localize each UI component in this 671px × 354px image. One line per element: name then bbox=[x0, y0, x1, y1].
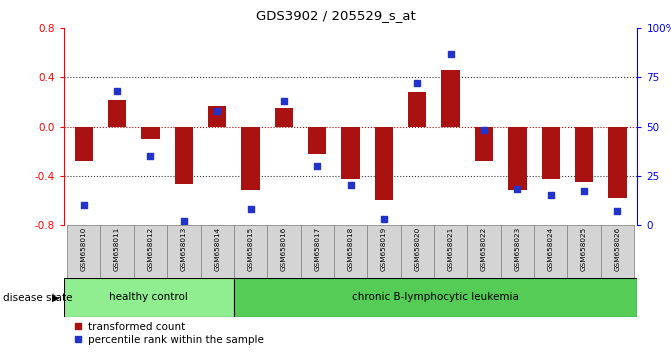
Bar bbox=[174, 126, 193, 184]
Text: GSM658026: GSM658026 bbox=[615, 227, 621, 271]
Point bbox=[278, 98, 289, 104]
Bar bbox=[234, 278, 637, 317]
Bar bbox=[575, 126, 593, 182]
Bar bbox=[367, 225, 401, 278]
Bar bbox=[609, 126, 627, 198]
Bar bbox=[467, 225, 501, 278]
Bar bbox=[208, 106, 226, 126]
Text: GSM658021: GSM658021 bbox=[448, 227, 454, 271]
Point bbox=[312, 163, 323, 169]
Bar bbox=[74, 126, 93, 161]
Point bbox=[612, 208, 623, 214]
Text: disease state: disease state bbox=[3, 293, 73, 303]
Bar bbox=[234, 225, 267, 278]
Point bbox=[112, 88, 123, 94]
Legend: transformed count, percentile rank within the sample: transformed count, percentile rank withi… bbox=[69, 317, 268, 349]
Text: GSM658012: GSM658012 bbox=[148, 227, 154, 271]
Point bbox=[79, 202, 89, 208]
Text: GSM658023: GSM658023 bbox=[515, 227, 521, 271]
Bar bbox=[401, 225, 434, 278]
Bar bbox=[508, 126, 527, 190]
Text: GSM658025: GSM658025 bbox=[581, 227, 587, 271]
Text: healthy control: healthy control bbox=[109, 292, 189, 302]
Text: GSM658018: GSM658018 bbox=[348, 227, 354, 271]
Bar bbox=[408, 92, 427, 126]
Point bbox=[245, 206, 256, 212]
Bar bbox=[301, 225, 334, 278]
Text: GSM658010: GSM658010 bbox=[81, 227, 87, 271]
Bar bbox=[242, 126, 260, 190]
Bar bbox=[267, 225, 301, 278]
Bar bbox=[375, 126, 393, 200]
Bar bbox=[601, 225, 634, 278]
Text: GSM658013: GSM658013 bbox=[180, 227, 187, 271]
Text: GSM658022: GSM658022 bbox=[481, 227, 487, 271]
Point bbox=[446, 51, 456, 57]
Bar bbox=[142, 126, 160, 139]
Bar bbox=[434, 225, 467, 278]
Text: GSM658016: GSM658016 bbox=[281, 227, 287, 271]
Text: GSM658011: GSM658011 bbox=[114, 227, 120, 271]
Text: GSM658017: GSM658017 bbox=[314, 227, 320, 271]
Bar bbox=[274, 108, 293, 126]
Point bbox=[378, 216, 389, 222]
Bar bbox=[541, 126, 560, 179]
Point bbox=[412, 80, 423, 86]
Bar bbox=[342, 126, 360, 179]
Bar bbox=[101, 225, 134, 278]
Text: GDS3902 / 205529_s_at: GDS3902 / 205529_s_at bbox=[256, 9, 415, 22]
Point bbox=[345, 183, 356, 188]
Point bbox=[546, 193, 556, 198]
Text: GSM658019: GSM658019 bbox=[381, 227, 387, 271]
Text: GSM658024: GSM658024 bbox=[548, 227, 554, 271]
Bar bbox=[64, 278, 234, 317]
Text: GSM658020: GSM658020 bbox=[414, 227, 420, 271]
Point bbox=[578, 189, 589, 194]
Bar bbox=[534, 225, 568, 278]
Bar bbox=[134, 225, 167, 278]
Point bbox=[212, 108, 223, 114]
Text: ▶: ▶ bbox=[52, 293, 59, 303]
Bar bbox=[108, 99, 126, 126]
Text: GSM658014: GSM658014 bbox=[214, 227, 220, 271]
Point bbox=[178, 218, 189, 224]
Bar bbox=[501, 225, 534, 278]
Point bbox=[512, 187, 523, 192]
Bar bbox=[442, 70, 460, 126]
Bar bbox=[475, 126, 493, 161]
Bar bbox=[201, 225, 234, 278]
Point bbox=[145, 153, 156, 159]
Bar bbox=[334, 225, 367, 278]
Bar bbox=[167, 225, 201, 278]
Bar bbox=[67, 225, 101, 278]
Text: chronic B-lymphocytic leukemia: chronic B-lymphocytic leukemia bbox=[352, 292, 519, 302]
Text: GSM658015: GSM658015 bbox=[248, 227, 254, 271]
Point bbox=[478, 128, 489, 133]
Bar bbox=[308, 126, 326, 154]
Bar bbox=[568, 225, 601, 278]
